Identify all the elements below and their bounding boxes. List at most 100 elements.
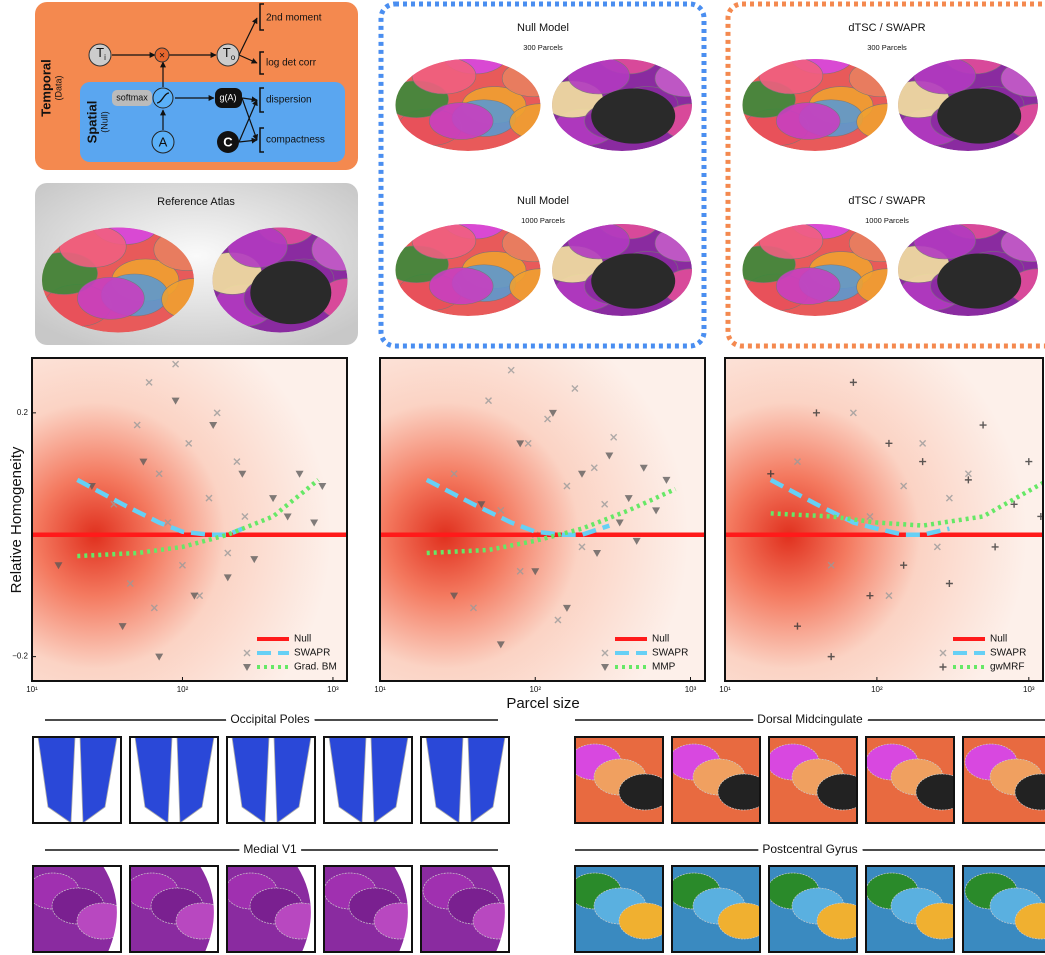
point — [139, 458, 148, 466]
node — [217, 131, 239, 153]
thumb-region — [915, 773, 954, 811]
thumb-shape — [425, 737, 464, 823]
legend-marker — [243, 664, 251, 671]
x-tick-label: 10² — [871, 685, 883, 694]
brain-region — [77, 276, 145, 320]
point — [1025, 458, 1033, 466]
legend-label: SWAPR — [294, 648, 330, 659]
point — [310, 519, 319, 527]
point — [812, 409, 820, 417]
null-box — [378, 1, 707, 349]
thumb-shape — [176, 737, 215, 823]
thumb-frame — [962, 736, 1045, 824]
legend-label: SWAPR — [652, 648, 688, 659]
density-background — [380, 358, 705, 681]
point — [793, 622, 801, 630]
thumb-frame — [32, 736, 122, 824]
x-tick-label: 10¹ — [374, 685, 386, 694]
thumb-shape — [79, 737, 118, 823]
point — [477, 501, 486, 509]
point — [945, 494, 953, 502]
thumb-frame — [962, 865, 1045, 953]
point — [172, 360, 180, 368]
series-line — [77, 478, 320, 559]
spatial-label: Spatial — [84, 101, 99, 144]
thumb-frame — [323, 865, 413, 953]
point — [295, 470, 304, 478]
panel-subtitle: 1000 Parcels — [521, 216, 565, 225]
thumbnail — [575, 737, 663, 823]
brain — [552, 224, 692, 316]
point — [516, 567, 524, 575]
point — [238, 470, 247, 478]
thumb-frame — [129, 865, 219, 953]
softmax-bg — [112, 90, 152, 106]
brain-cut — [937, 253, 1022, 309]
brain-region — [429, 267, 494, 305]
section-title: Occipital Poles — [230, 712, 309, 726]
brain — [898, 224, 1038, 316]
thumb-region — [1014, 902, 1045, 940]
brain-region — [856, 103, 888, 141]
node — [88, 43, 112, 67]
point — [624, 495, 633, 503]
thumb-frame — [768, 865, 858, 953]
point — [164, 519, 172, 527]
point — [524, 439, 532, 447]
a-label: A — [159, 134, 168, 149]
arrow — [238, 99, 258, 143]
point — [190, 592, 199, 600]
point — [155, 470, 163, 478]
panel-title: Null Model — [517, 195, 569, 207]
thumb-edge — [491, 866, 509, 952]
thumb-edge — [103, 866, 121, 952]
point — [450, 470, 458, 478]
brain-region — [567, 224, 630, 260]
thumb-region — [618, 902, 663, 940]
point — [185, 439, 193, 447]
y-tick-label: −0.2 — [12, 652, 28, 661]
thumb-shape — [328, 737, 367, 823]
legend-label: SWAPR — [990, 648, 1026, 659]
thumb-region — [915, 902, 954, 940]
temporal-label: Temporal — [38, 59, 53, 117]
node-sub: i — [104, 53, 106, 62]
series-line — [426, 486, 677, 556]
point — [155, 653, 164, 661]
brain-region — [758, 59, 824, 95]
thumbnail — [324, 737, 412, 823]
brain-region — [509, 103, 541, 141]
thumb-frame — [420, 736, 510, 824]
point — [601, 500, 609, 508]
section-title: Dorsal Midcingulate — [757, 712, 863, 726]
density-background — [725, 358, 1043, 681]
thumb-shape — [231, 737, 270, 823]
thumb-region — [1014, 773, 1045, 811]
thumbnail — [866, 866, 954, 952]
brain — [898, 59, 1038, 151]
point — [767, 470, 775, 478]
point — [233, 458, 241, 466]
point — [885, 592, 893, 600]
thumb-edge — [200, 866, 218, 952]
panel-subtitle: 300 Parcels — [523, 43, 563, 52]
brain — [742, 59, 888, 151]
node-sub: o — [231, 53, 236, 62]
thumb-edge — [297, 866, 315, 952]
output-label: compactness — [266, 135, 325, 146]
point — [496, 641, 505, 649]
x-axis-label: Parcel size — [506, 695, 579, 712]
point — [964, 476, 972, 484]
thumb-frame — [768, 736, 858, 824]
point — [933, 543, 941, 551]
thumbnail — [672, 737, 760, 823]
arrow — [238, 17, 258, 56]
thumbnail — [769, 866, 857, 952]
point — [979, 421, 987, 429]
panel-title: Reference Atlas — [157, 196, 235, 208]
thumbnail — [227, 866, 315, 952]
thumb-frame — [226, 865, 316, 953]
x-tick-label: 10³ — [327, 685, 339, 694]
c-label: C — [223, 134, 233, 149]
